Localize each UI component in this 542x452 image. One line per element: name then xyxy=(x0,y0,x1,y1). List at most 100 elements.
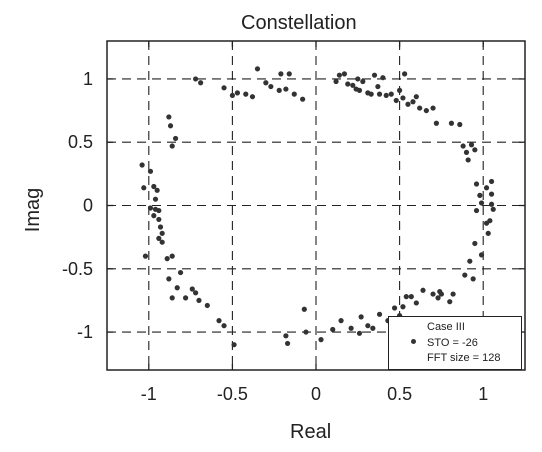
y-tick-label: 1 xyxy=(83,69,93,89)
legend-line-1: Case III xyxy=(427,321,465,333)
data-point xyxy=(488,178,495,185)
data-point xyxy=(413,94,419,100)
data-point xyxy=(318,337,324,343)
data-point xyxy=(169,253,175,259)
data-point xyxy=(467,258,473,264)
data-point xyxy=(139,162,145,168)
data-point xyxy=(348,325,354,331)
data-point xyxy=(341,71,348,77)
legend-line-3: FFT size = 128 xyxy=(427,352,501,364)
data-point xyxy=(333,78,339,85)
chart-title: Constellation xyxy=(241,12,357,34)
data-point xyxy=(151,183,157,190)
data-point xyxy=(447,299,453,305)
data-point xyxy=(169,143,175,149)
data-point xyxy=(254,66,261,72)
data-point xyxy=(141,185,147,191)
data-point xyxy=(159,239,165,245)
data-point xyxy=(356,87,363,93)
data-point xyxy=(472,240,478,247)
data-point xyxy=(462,272,468,278)
data-point xyxy=(182,295,189,301)
data-point xyxy=(169,295,175,301)
data-point xyxy=(231,342,237,348)
data-point xyxy=(488,201,495,207)
data-point xyxy=(291,91,297,97)
data-point xyxy=(417,105,423,111)
data-point xyxy=(166,276,172,282)
axis-ticks: -1 -0.5 0 0.5 1 1 0.5 0 -0.5 -1 xyxy=(62,41,525,404)
data-point xyxy=(470,276,476,282)
data-point xyxy=(301,306,307,312)
data-point xyxy=(478,200,485,206)
data-point xyxy=(358,314,364,320)
data-point xyxy=(283,333,289,339)
data-point xyxy=(234,90,241,96)
data-point xyxy=(198,80,204,86)
data-point xyxy=(483,220,490,226)
data-point xyxy=(365,323,371,329)
data-point xyxy=(204,302,210,309)
data-point xyxy=(152,196,159,202)
data-point xyxy=(330,326,336,333)
data-point xyxy=(189,286,195,292)
data-point xyxy=(433,120,439,126)
data-points xyxy=(139,66,496,348)
data-point xyxy=(388,91,394,97)
data-point xyxy=(370,325,376,331)
x-tick-label: -1 xyxy=(141,384,157,404)
data-point xyxy=(156,207,162,214)
data-point xyxy=(402,71,408,77)
data-point xyxy=(460,143,466,149)
data-point xyxy=(435,295,441,301)
data-point xyxy=(164,256,170,262)
legend-marker xyxy=(411,339,416,344)
data-point xyxy=(147,205,154,211)
data-point xyxy=(283,86,289,92)
data-point xyxy=(193,290,199,296)
y-tick-label: -0.5 xyxy=(62,259,93,279)
data-point xyxy=(473,181,480,187)
y-tick-label: 0 xyxy=(83,196,93,216)
data-point xyxy=(193,76,199,82)
data-point xyxy=(172,135,179,142)
data-point xyxy=(368,91,374,97)
data-point xyxy=(278,71,284,77)
y-tick-label: -1 xyxy=(77,322,93,342)
data-point xyxy=(336,72,343,78)
data-point xyxy=(154,187,160,193)
data-point xyxy=(268,83,274,90)
data-point xyxy=(356,330,363,336)
x-tick-label: 1 xyxy=(478,384,488,404)
data-point xyxy=(400,95,406,101)
data-point xyxy=(156,235,162,241)
data-point xyxy=(485,230,491,236)
data-point xyxy=(450,291,456,297)
data-point xyxy=(286,71,292,77)
data-point xyxy=(147,168,154,174)
data-point xyxy=(380,75,386,81)
legend: Case III STO = -26 FFT size = 128 xyxy=(388,316,522,370)
legend-line-2: STO = -26 xyxy=(427,337,478,349)
data-point xyxy=(166,114,172,120)
data-point xyxy=(376,91,383,97)
data-point xyxy=(229,92,235,99)
data-point xyxy=(413,300,419,306)
data-point xyxy=(157,224,164,230)
data-point xyxy=(393,97,399,104)
data-point xyxy=(430,105,436,111)
x-tick-label: -0.5 xyxy=(217,384,248,404)
data-point xyxy=(468,142,475,148)
data-point xyxy=(156,216,162,223)
data-point xyxy=(243,91,249,97)
data-point xyxy=(303,329,309,335)
data-point xyxy=(430,291,436,297)
data-point xyxy=(490,206,496,212)
data-point xyxy=(263,80,269,86)
data-point xyxy=(397,87,403,93)
data-point xyxy=(177,269,184,276)
data-point xyxy=(276,87,282,93)
data-point xyxy=(410,99,416,105)
data-point xyxy=(383,92,389,99)
